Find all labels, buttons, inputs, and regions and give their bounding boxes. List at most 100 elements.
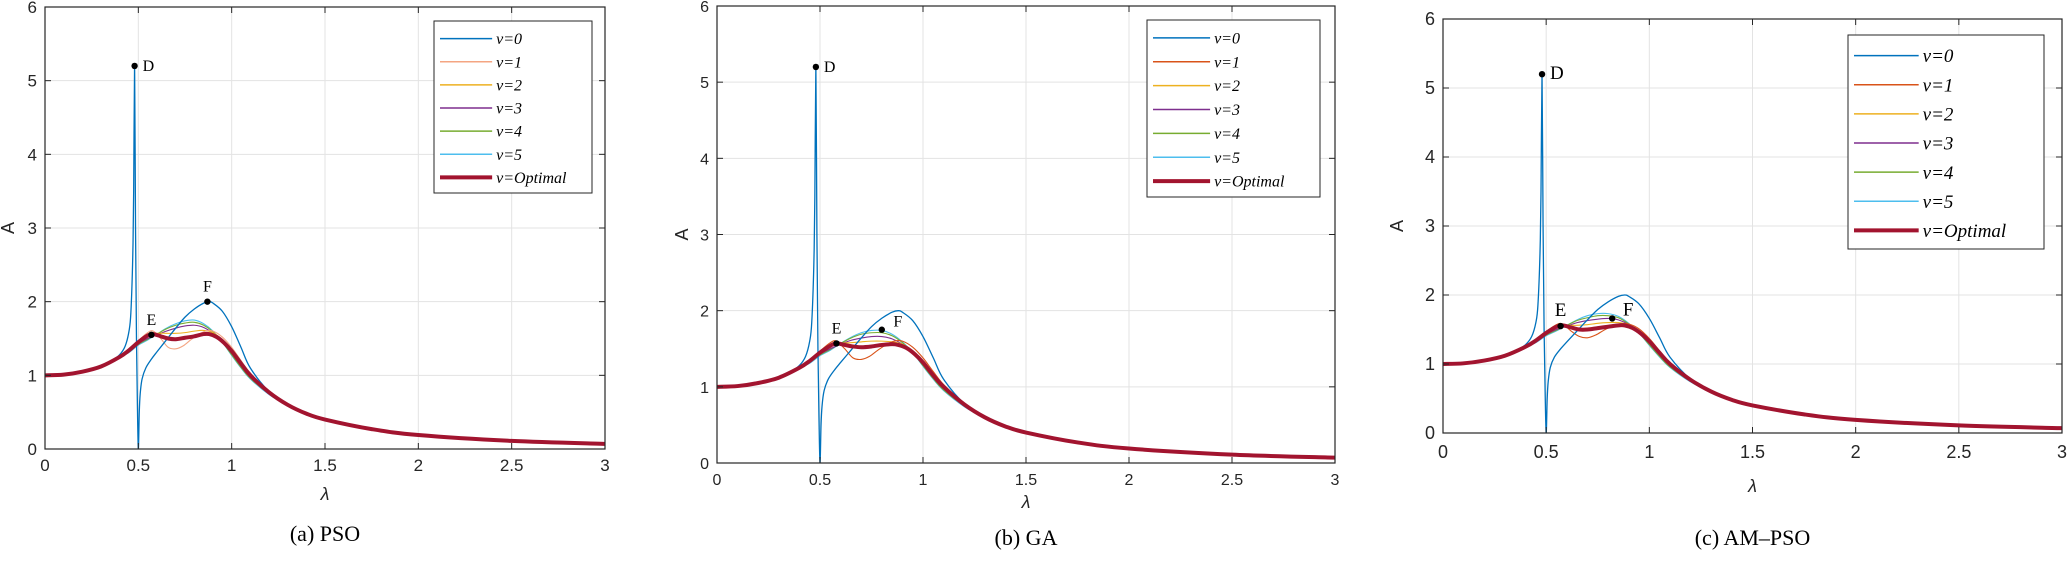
series-lines	[45, 65, 605, 449]
x-tick-label: 2.5	[1221, 472, 1243, 489]
x-tick-label: 0	[40, 456, 49, 475]
legend-label: v=Optimal	[1214, 174, 1285, 191]
y-tick-label: 5	[1425, 78, 1435, 98]
y-axis-label: A	[672, 228, 692, 240]
y-tick-label: 4	[28, 145, 37, 164]
legend-label: v=4	[1214, 126, 1240, 143]
x-tick-label: 1.5	[313, 456, 337, 475]
legend-label: v=1	[1923, 75, 1954, 96]
legend-box	[1146, 19, 1321, 198]
marker-point-e	[833, 340, 840, 347]
series-lines	[1443, 73, 2062, 433]
y-tick-label: 1	[1425, 354, 1435, 374]
legend-label: v=3	[1214, 102, 1240, 119]
legend-label: v=5	[496, 147, 522, 164]
x-tick-label: 0.5	[1534, 442, 1559, 462]
y-tick-label: 5	[700, 75, 709, 92]
x-tick-label: 3	[1331, 472, 1340, 489]
subplot-b-ga: 0 0.5 1 1.5 2 2.5 3 0 1 2 3 4 5 6 λ A (b) GA D E Fv=0 v=1 v=2…	[672, 0, 1340, 550]
series-line-v-optimal	[1443, 323, 2062, 431]
x-tick-label: 2.5	[1946, 442, 1971, 462]
x-axis-label: λ	[1021, 492, 1031, 512]
x-tick-label: 1	[1644, 442, 1654, 462]
x-tick-label: 1.5	[1740, 442, 1765, 462]
legend-label: v=2	[1214, 78, 1240, 95]
legend-label: v=4	[496, 124, 522, 141]
subplot-caption: (b) GA	[995, 525, 1058, 550]
x-axis-label: λ	[1747, 476, 1757, 496]
marker-point-e	[148, 331, 155, 339]
legend-label: v=4	[1923, 163, 1954, 184]
legend-label: v=5	[1923, 192, 1954, 213]
y-tick-label: 0	[28, 440, 37, 459]
y-tick-label: 4	[1425, 147, 1435, 167]
y-tick-label: 0	[700, 456, 709, 473]
y-tick-label: 4	[700, 151, 709, 168]
subplot-caption: (c) AM–PSO	[1695, 525, 1811, 550]
legend-label: v=3	[1923, 134, 1954, 155]
y-tick-label: 5	[28, 72, 37, 91]
x-tick-label: 1.5	[1015, 472, 1037, 489]
legend-label: v=2	[1923, 105, 1954, 126]
legend-box	[433, 20, 593, 194]
y-tick-label: 2	[28, 293, 37, 312]
y-tick-label: 0	[1425, 423, 1435, 443]
marker-point-d	[131, 62, 138, 70]
series-lines	[717, 66, 1335, 463]
marker-point-d	[812, 63, 820, 71]
y-tick-label: 2	[1425, 285, 1435, 305]
legend-label: v=0	[496, 31, 522, 48]
x-tick-label: 2	[1125, 472, 1134, 489]
series-line-v-optimal	[45, 331, 605, 446]
y-tick-label: 3	[700, 228, 709, 245]
y-tick-label: 1	[28, 366, 37, 385]
point-label-f: F	[893, 314, 902, 331]
x-tick-label: 0	[1438, 442, 1448, 462]
y-tick-label: 3	[1425, 216, 1435, 236]
x-tick-label: 0.5	[127, 456, 151, 475]
grid	[1443, 19, 2062, 433]
legend: v=0 v=1 v=2 v=3 v=4 v=5 v=Optimal	[1146, 19, 1321, 198]
x-axis-label: λ	[320, 484, 330, 504]
legend-label: v=0	[1923, 46, 1954, 67]
marker-point-f	[878, 326, 885, 333]
point-label-d: D	[824, 59, 836, 76]
marker-point-e	[1557, 322, 1564, 330]
legend-label: v=Optimal	[496, 170, 567, 187]
y-tick-label: 6	[28, 0, 37, 17]
x-tick-label: 2.5	[500, 456, 524, 475]
legend: v=0 v=1 v=2 v=3 v=4 v=5 v=Optimal	[433, 20, 593, 194]
legend-label: v=2	[496, 77, 522, 94]
y-tick-label: 2	[700, 304, 709, 321]
point-label-e: E	[147, 312, 157, 329]
point-label-d: D	[1550, 63, 1564, 84]
y-tick-label: 6	[1425, 9, 1435, 29]
point-label-f: F	[203, 279, 212, 296]
y-tick-label: 1	[700, 380, 709, 397]
marker-point-f	[204, 298, 211, 305]
point-label-f: F	[1623, 299, 1634, 320]
y-tick-label: 3	[28, 219, 37, 238]
x-tick-label: 2	[414, 456, 423, 475]
legend-label: v=0	[1214, 31, 1240, 48]
point-label-e: E	[1555, 300, 1567, 321]
x-tick-label: 1	[919, 472, 928, 489]
point-label-d: D	[143, 58, 155, 75]
legend-label: v=1	[1214, 54, 1240, 71]
x-tick-label: 3	[600, 456, 609, 475]
legend-box	[1847, 34, 2045, 250]
marker-point-f	[1608, 315, 1616, 322]
x-tick-label: 0.5	[809, 472, 831, 489]
x-tick-label: 0	[713, 472, 722, 489]
legend: v=0 v=1 v=2 v=3 v=4 v=5 v=Optimal	[1847, 34, 2045, 250]
legend-label: v=3	[496, 101, 522, 118]
series-line-v-optimal	[717, 341, 1335, 460]
y-axis-label: A	[1387, 220, 1407, 232]
point-label-e: E	[832, 320, 842, 337]
y-tick-label: 6	[700, 0, 709, 16]
legend-label: v=1	[496, 54, 522, 71]
marker-point-d	[1538, 71, 1546, 78]
